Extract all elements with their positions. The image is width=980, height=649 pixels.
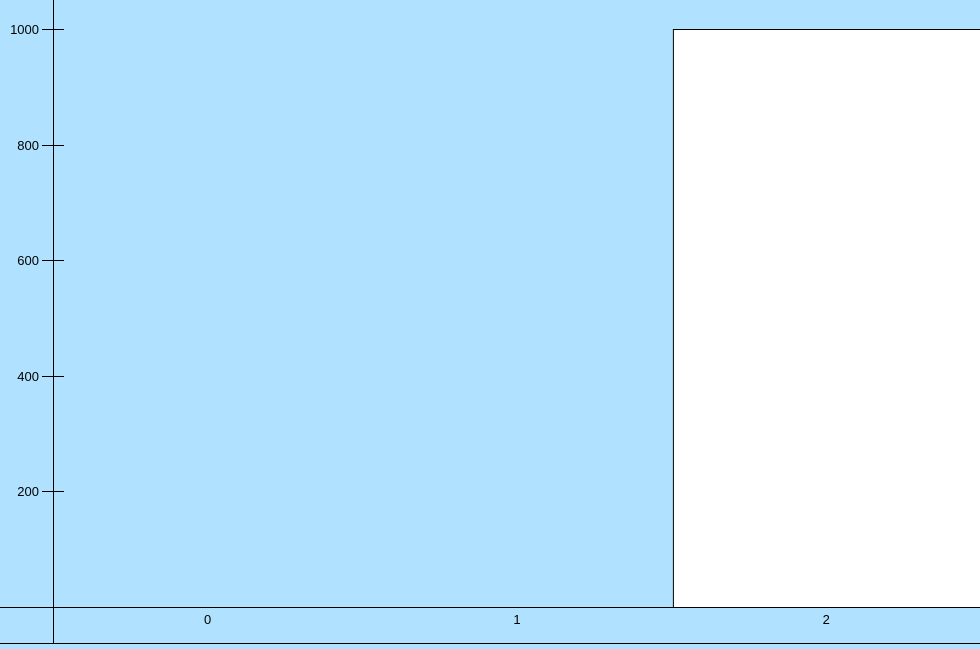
y-tick-label: 1000	[10, 22, 39, 37]
y-tick-label: 200	[17, 484, 39, 499]
bars-layer	[672, 29, 980, 608]
x-tick-label: 0	[204, 612, 211, 627]
y-tick-label: 600	[17, 253, 39, 268]
x-tick-label: 1	[513, 612, 520, 627]
x-tick-label: 2	[823, 612, 830, 627]
bar	[672, 29, 980, 608]
y-tick-label: 800	[17, 138, 39, 153]
y-tick-label: 400	[17, 369, 39, 384]
